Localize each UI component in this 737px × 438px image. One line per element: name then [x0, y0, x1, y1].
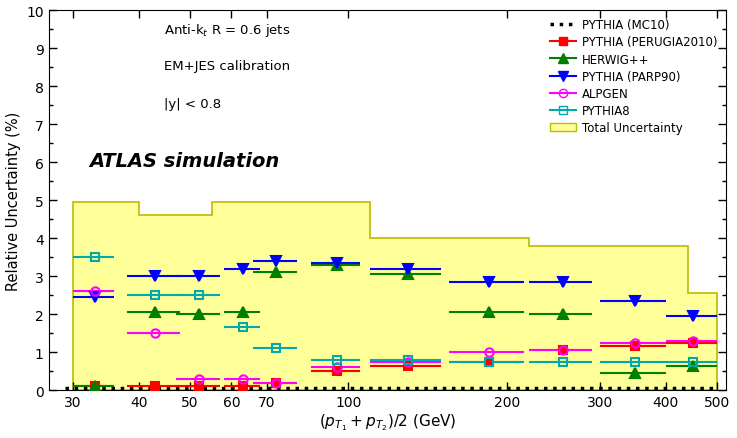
Text: EM+JES calibration: EM+JES calibration — [164, 60, 290, 73]
Polygon shape — [73, 202, 717, 390]
Text: Anti-k$_t$ R = 0.6 jets: Anti-k$_t$ R = 0.6 jets — [164, 22, 290, 39]
X-axis label: $(p_{T_1}+p_{T_2})/2$ (GeV): $(p_{T_1}+p_{T_2})/2$ (GeV) — [318, 412, 456, 432]
Text: |y| < 0.8: |y| < 0.8 — [164, 98, 221, 111]
Legend: PYTHIA (MC10), PYTHIA (PERUGIA2010), HERWIG++, PYTHIA (PARP90), ALPGEN, PYTHIA8,: PYTHIA (MC10), PYTHIA (PERUGIA2010), HER… — [545, 14, 722, 140]
Y-axis label: Relative Uncertainty (%): Relative Uncertainty (%) — [6, 111, 21, 290]
Text: ATLAS simulation: ATLAS simulation — [89, 152, 279, 170]
